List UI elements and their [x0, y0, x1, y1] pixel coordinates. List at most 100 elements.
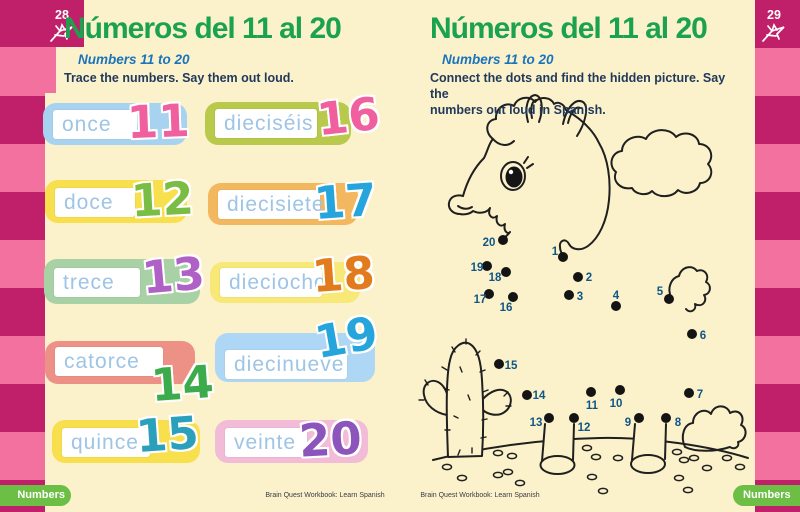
dot-20: [498, 235, 508, 245]
dot-2: [573, 272, 583, 282]
trace-box: dieciocho: [220, 268, 327, 297]
pebble: [492, 449, 504, 457]
dot-16: [508, 292, 518, 302]
big-number: 15: [134, 405, 201, 464]
big-number: 12: [129, 171, 195, 228]
spanish-word: dieciséis: [224, 112, 314, 135]
pebble: [682, 486, 694, 494]
number-card-16: dieciséis 16: [205, 87, 382, 146]
dot-13: [544, 413, 554, 423]
left-page-instruction: Trace the numbers. Say them out loud.: [64, 71, 294, 85]
dot-12: [569, 413, 579, 423]
pebble: [721, 454, 733, 462]
spanish-word: trece: [63, 271, 115, 294]
crane-icon: [50, 22, 73, 42]
number-card-14: catorce 14: [45, 341, 215, 412]
dot-label-9: 9: [625, 417, 631, 429]
trace-box: dieciséis: [215, 109, 317, 138]
right-page-title: Números del 11 al 20: [430, 12, 708, 45]
left-page-footer: Brain Quest Workbook: Learn Spanish: [265, 492, 385, 499]
pebble: [612, 454, 624, 462]
pebble: [701, 464, 713, 472]
pebble: [586, 473, 598, 481]
dot-1: [558, 252, 568, 262]
dot-7: [684, 388, 694, 398]
pebble: [506, 452, 518, 460]
dot-17: [484, 289, 494, 299]
dot-label-7: 7: [697, 389, 703, 401]
llama-eye: [500, 161, 526, 191]
dot-label-5: 5: [657, 286, 664, 298]
number-card-13: trece 13: [44, 246, 207, 305]
left-page-number: 28: [55, 8, 69, 22]
dot-label-15: 15: [505, 360, 518, 372]
trace-box: trece: [54, 268, 140, 297]
number-card-17: diecisiete 17: [208, 173, 378, 230]
dot-label-18: 18: [489, 272, 502, 284]
trace-box: doce: [55, 188, 135, 217]
llama-legs-drawing: [539, 423, 667, 475]
big-number: 14: [149, 354, 216, 413]
dot-label-11: 11: [586, 400, 599, 412]
llama-ear-left: [525, 94, 543, 123]
dot-label-20: 20: [483, 237, 496, 249]
right-page-subtitle: Numbers 11 to 20: [442, 52, 554, 67]
spanish-word: diecinueve: [234, 353, 345, 376]
right-page-number: 29: [767, 8, 781, 22]
pebble: [590, 453, 602, 461]
pebble: [688, 454, 700, 462]
spanish-word: dieciocho: [229, 271, 327, 294]
dot-label-3: 3: [577, 291, 583, 303]
dot-5: [664, 294, 674, 304]
left-page-title: Números del 11 al 20: [64, 12, 342, 45]
left-corner-block: [0, 0, 84, 47]
instruction-line-2: numbers out loud in Spanish.: [430, 103, 606, 117]
big-number: 16: [314, 86, 383, 147]
dot-label-6: 6: [700, 330, 706, 342]
dot-label-4: 4: [613, 290, 620, 302]
trace-box: veinte: [225, 428, 307, 457]
crane-icon: [762, 22, 785, 42]
dot-label-19: 19: [471, 262, 484, 274]
bush-drawing: [681, 405, 747, 452]
dot-11: [586, 387, 596, 397]
dot-label-1: 1: [552, 246, 559, 258]
dot-19: [482, 261, 492, 271]
dot-label-8: 8: [675, 417, 682, 429]
big-number: 13: [139, 246, 207, 305]
dot-14: [522, 390, 532, 400]
cloud-drawing: [610, 129, 713, 198]
cactus-drawing: [418, 338, 512, 458]
dot-label-14: 14: [533, 390, 546, 402]
dot-label-17: 17: [474, 294, 487, 306]
spanish-word: catorce: [64, 350, 140, 373]
right-numbers-tab: Numbers: [733, 485, 800, 506]
number-card-15: quince 15: [52, 406, 200, 463]
dot-label-12: 12: [578, 422, 591, 434]
pebble: [514, 479, 526, 487]
trace-box: catorce: [55, 347, 163, 376]
right-page-footer: Brain Quest Workbook: Learn Spanish: [420, 492, 540, 499]
dot-8: [661, 413, 671, 423]
pebble: [673, 474, 685, 482]
llama-ear-right: [562, 100, 588, 137]
llama-tail-drawing: [668, 266, 711, 313]
dot-10: [615, 385, 625, 395]
spanish-word: quince: [71, 431, 139, 454]
pebble: [502, 468, 514, 476]
trace-box: quince: [62, 428, 150, 457]
dot-label-16: 16: [500, 302, 513, 314]
trace-box: once: [53, 110, 137, 139]
dot-9: [634, 413, 644, 423]
big-number: 19: [310, 305, 382, 370]
pebble: [597, 487, 609, 495]
pebble: [441, 463, 453, 471]
spanish-word: doce: [64, 191, 114, 214]
number-card-19: diecinueve 19: [215, 306, 382, 382]
left-page-subtitle: Numbers 11 to 20: [78, 52, 190, 67]
pebble: [678, 456, 690, 464]
right-page-instruction: Connect the dots and find the hidden pic…: [430, 70, 730, 118]
